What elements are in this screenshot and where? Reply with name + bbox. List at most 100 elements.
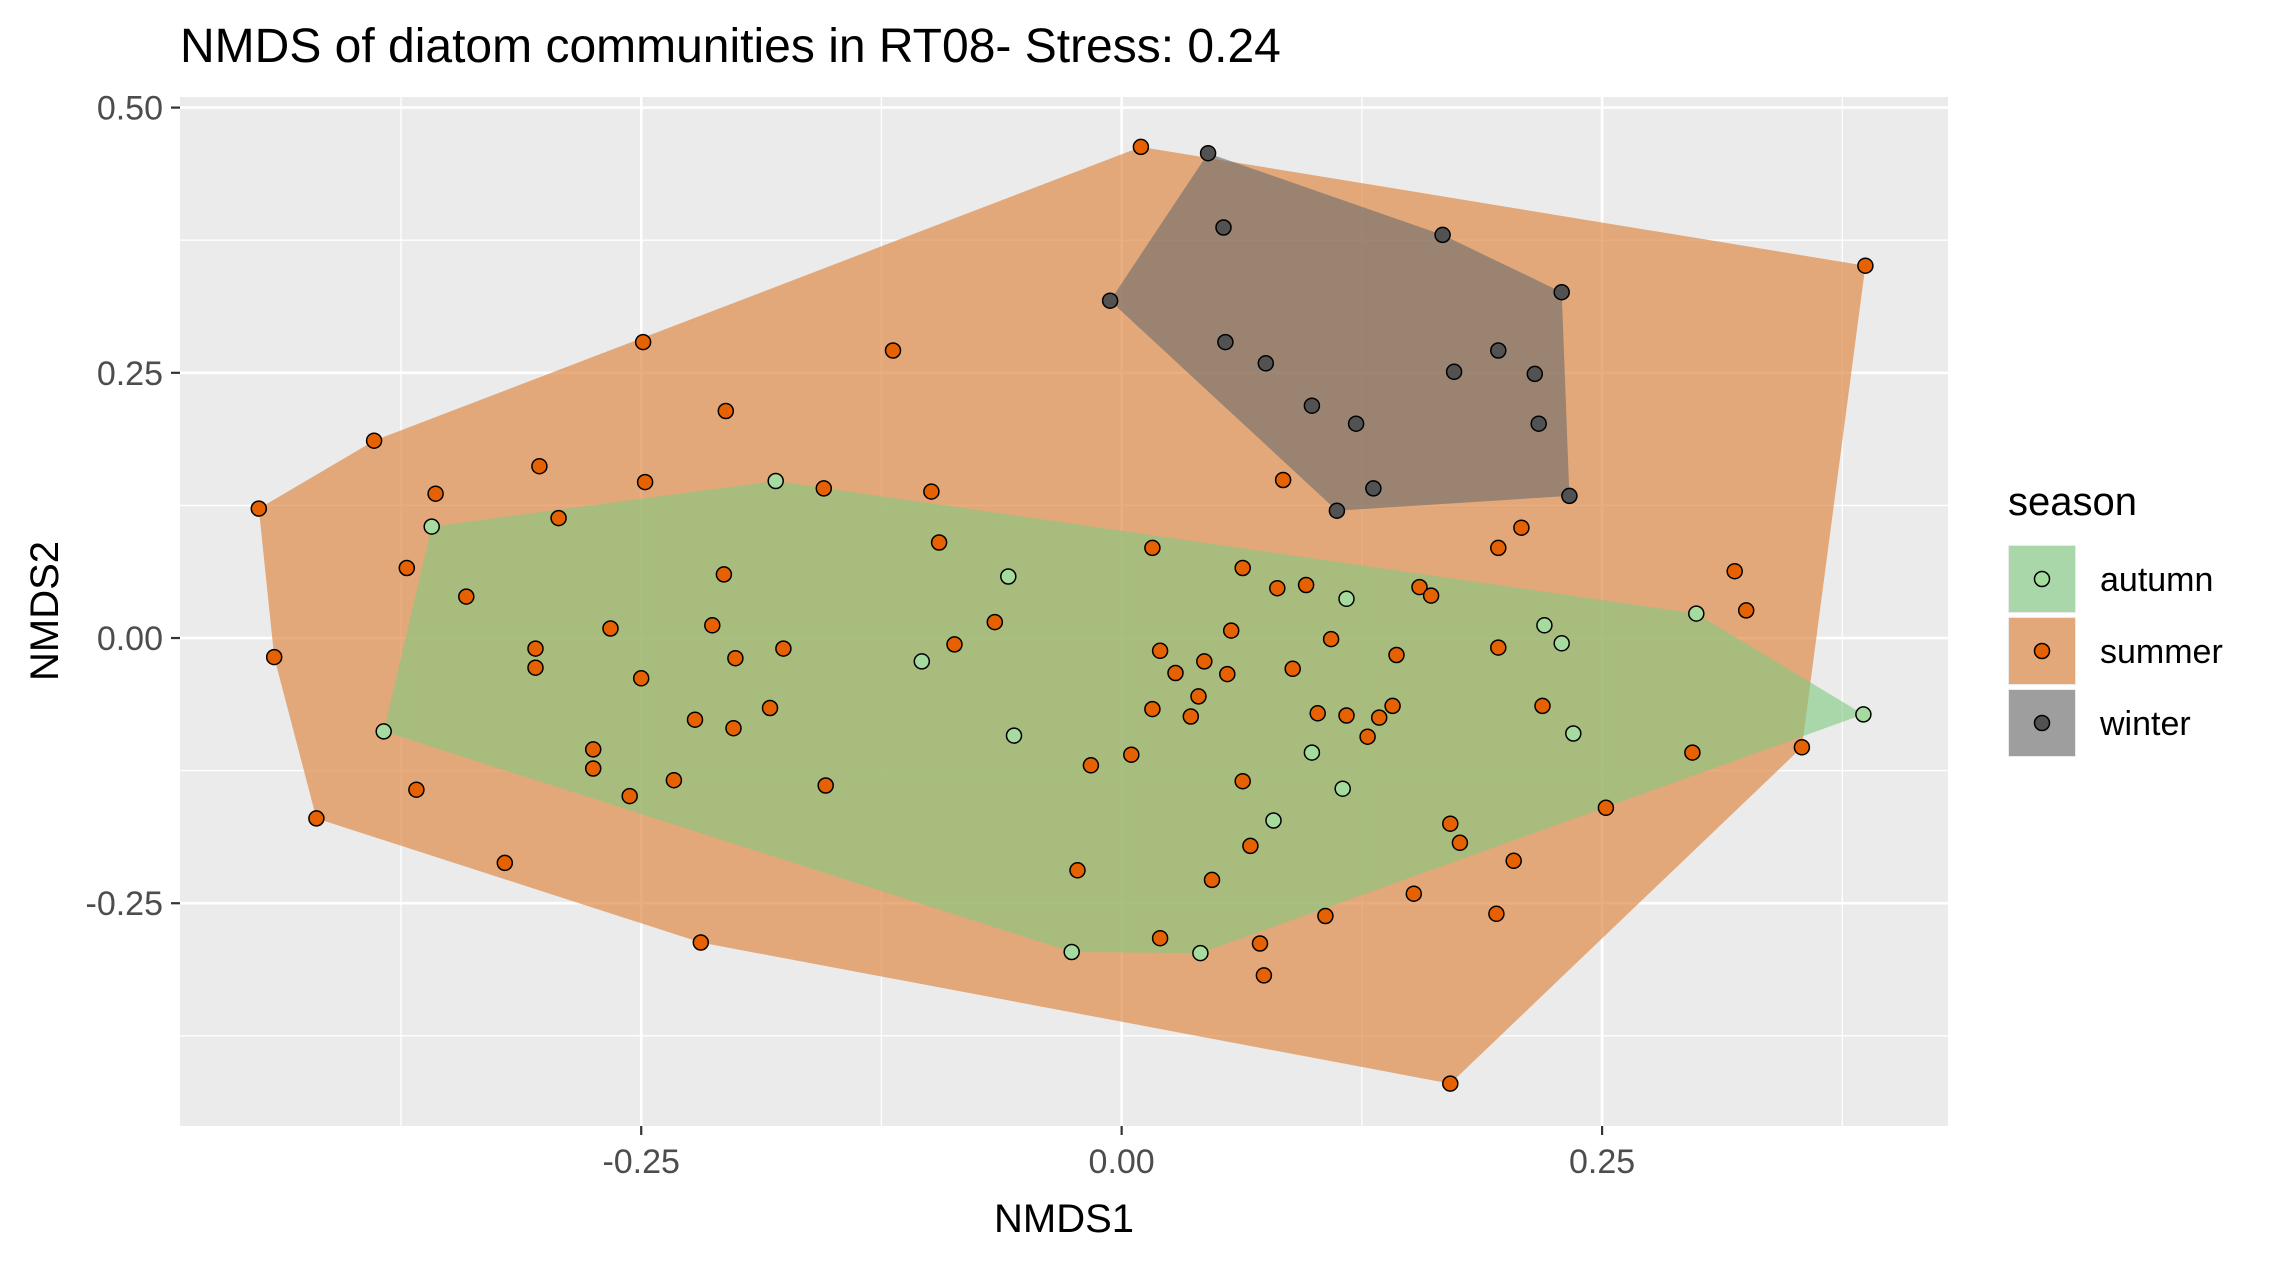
point-summer	[1082, 757, 1100, 774]
point-summer	[621, 787, 638, 805]
point-summer	[531, 457, 548, 475]
point-summer	[398, 559, 416, 577]
point-summer	[1534, 697, 1551, 715]
point-summer	[1338, 707, 1355, 724]
point-summer	[1151, 642, 1169, 660]
point-summer	[1442, 815, 1459, 832]
point-summer	[923, 483, 940, 500]
point-summer	[250, 500, 268, 517]
point-autumn	[1192, 944, 1209, 962]
point-summer	[1359, 728, 1376, 745]
point-summer	[1684, 744, 1701, 761]
y-axis-ticks: -0.25 0.00 0.25 0.50	[86, 90, 180, 923]
point-summer	[1132, 138, 1150, 156]
point-summer	[1284, 660, 1301, 678]
hull-winter	[1110, 153, 1570, 511]
point-autumn	[1000, 568, 1017, 585]
point-summer	[1490, 539, 1507, 557]
point-summer	[458, 588, 475, 605]
point-summer	[1274, 471, 1292, 489]
point-summer	[308, 810, 325, 827]
point-summer	[930, 534, 948, 551]
point-summer	[1488, 905, 1505, 923]
point-summer	[584, 741, 602, 758]
point-summer	[527, 659, 544, 676]
point-summer	[1411, 578, 1428, 596]
point-autumn	[1005, 727, 1023, 744]
point-summer	[1203, 871, 1221, 889]
point-winter	[1445, 363, 1463, 381]
point-winter	[1257, 355, 1275, 372]
hull-autumn	[383, 481, 1864, 954]
point-autumn	[1565, 725, 1582, 742]
point-autumn	[1334, 780, 1351, 797]
point-summer	[527, 640, 544, 657]
point-summer	[1317, 907, 1334, 925]
point-summer	[1322, 630, 1340, 648]
point-summer	[1384, 697, 1401, 715]
point-autumn	[1338, 590, 1355, 608]
point-summer	[1405, 885, 1423, 902]
point-summer	[1505, 852, 1522, 870]
point-winter	[1347, 415, 1365, 432]
point-summer	[1190, 688, 1207, 705]
point-autumn	[1303, 744, 1321, 761]
point-summer	[727, 649, 744, 667]
point-summer	[1309, 705, 1326, 722]
legend-label-summer: summer	[2100, 633, 2223, 671]
point-autumn	[1063, 943, 1080, 961]
point-summer	[496, 854, 514, 872]
point-summer	[1144, 539, 1161, 557]
point-summer	[1451, 834, 1469, 852]
point-summer	[1597, 799, 1615, 817]
x-tick-label: 0.25	[1569, 1143, 1635, 1181]
point-summer	[717, 402, 735, 420]
point-summer	[704, 617, 721, 634]
point-summer	[986, 613, 1004, 631]
point-winter	[1365, 480, 1382, 497]
point-autumn	[1265, 812, 1282, 829]
point-summer	[550, 509, 567, 527]
point-summer	[946, 636, 963, 653]
point-summer	[1222, 622, 1240, 639]
legend-label-winter: winter	[2099, 705, 2191, 743]
legend-key-point-autumn	[2033, 570, 2051, 588]
point-summer	[1251, 935, 1269, 952]
point-summer	[715, 566, 733, 583]
point-summer	[1297, 576, 1315, 594]
point-summer	[692, 934, 710, 951]
point-autumn	[375, 723, 392, 740]
point-summer	[1234, 772, 1251, 790]
point-summer	[1144, 700, 1161, 718]
point-summer	[1857, 257, 1874, 274]
point-summer	[427, 485, 444, 502]
point-summer	[1167, 664, 1184, 682]
point-summer	[761, 699, 779, 717]
y-tick-label: 0.50	[97, 90, 163, 128]
point-autumn	[913, 653, 931, 670]
point-winter	[1526, 365, 1544, 383]
data-points	[250, 138, 1874, 1092]
point-summer	[1182, 708, 1200, 725]
point-winter	[1490, 342, 1507, 359]
point-summer	[636, 473, 654, 491]
legend-key-point-summer	[2033, 642, 2051, 660]
point-summer	[602, 620, 619, 637]
y-tick-label: -0.25	[86, 885, 164, 923]
legend-keys: autumn summer winter	[2008, 545, 2223, 757]
x-tick-label: 0.00	[1089, 1143, 1155, 1181]
point-summer	[1422, 587, 1440, 604]
x-axis-title: NMDS1	[994, 1197, 1134, 1241]
point-summer	[1793, 739, 1811, 756]
legend: season autumn summer winter	[2008, 480, 2223, 757]
point-summer	[632, 670, 650, 687]
point-summer	[1737, 602, 1755, 619]
point-winter	[1217, 333, 1234, 351]
point-summer	[265, 648, 283, 666]
point-winter	[1561, 487, 1578, 505]
point-autumn	[1536, 617, 1553, 634]
point-autumn	[423, 518, 440, 535]
point-summer	[584, 760, 602, 777]
point-summer	[1069, 862, 1086, 879]
